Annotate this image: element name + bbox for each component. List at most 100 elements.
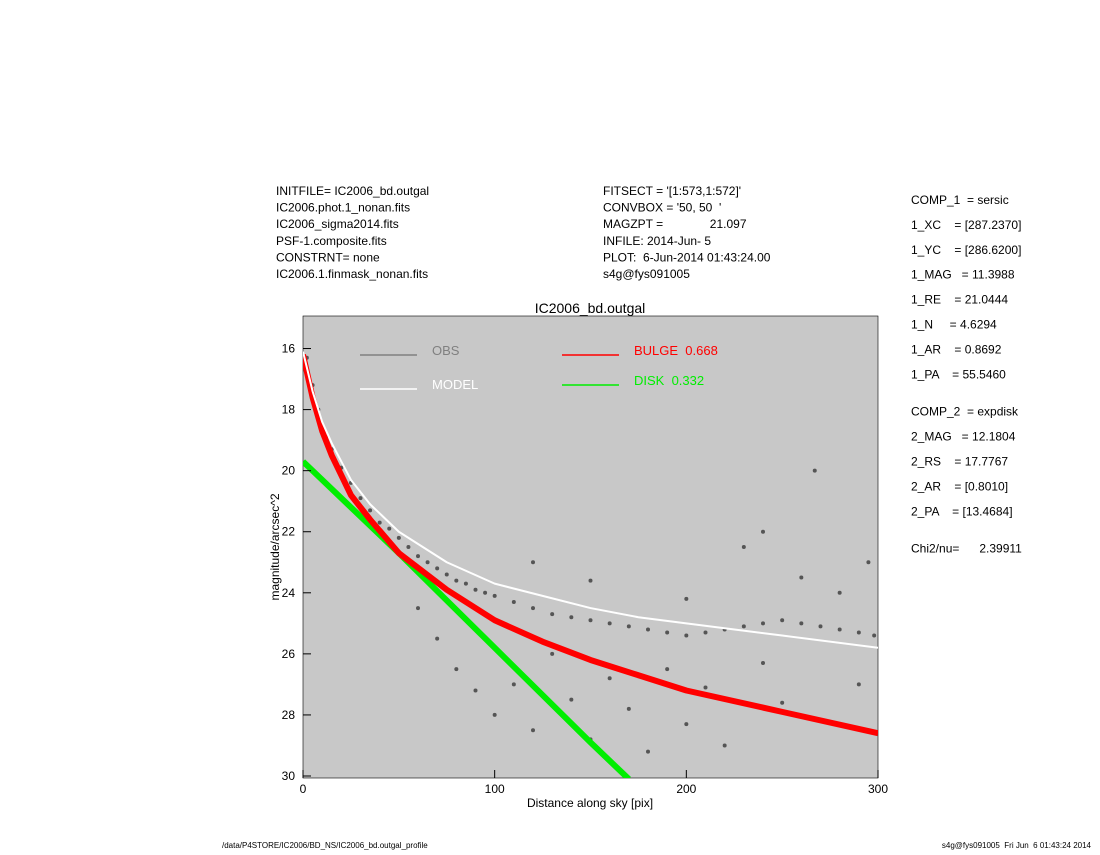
data-point (454, 578, 459, 583)
data-point (377, 520, 382, 525)
parameter-line: COMP_2 = expdisk (911, 405, 1019, 419)
header-line: FITSECT = '[1:573,1:572]' (603, 184, 741, 198)
data-point (646, 627, 650, 632)
data-point (473, 587, 478, 592)
x-tick-label: 0 (300, 782, 307, 796)
data-point (416, 606, 420, 611)
data-point (812, 468, 817, 473)
y-tick-label: 20 (282, 464, 296, 478)
data-point (511, 682, 516, 687)
data-point (588, 578, 593, 583)
y-tick-label: 24 (282, 586, 296, 600)
data-point (866, 560, 871, 565)
parameter-line: 1_YC = [286.6200] (911, 243, 1021, 257)
data-point (607, 621, 612, 626)
x-tick-label: 300 (868, 782, 888, 796)
legend-label: MODEL (432, 377, 478, 392)
data-point (550, 612, 555, 617)
data-point (684, 596, 689, 601)
data-point (856, 630, 861, 635)
header-line: s4g@fys091005 (603, 267, 690, 281)
data-point (473, 688, 478, 693)
header-line: PLOT: 6-Jun-2014 01:43:24.00 (603, 250, 771, 264)
data-point (818, 624, 823, 629)
data-point (780, 700, 785, 705)
data-point (550, 651, 555, 656)
y-tick-label: 16 (282, 342, 296, 356)
data-point (531, 560, 535, 565)
data-point (416, 554, 420, 559)
profile-line (303, 459, 631, 778)
parameter-line: 1_AR = 0.8692 (911, 342, 1002, 356)
data-point (684, 633, 689, 638)
parameter-line: 1_MAG = 11.3988 (911, 268, 1015, 282)
data-point (741, 624, 746, 629)
data-point (665, 630, 670, 635)
data-point (856, 682, 861, 687)
profile-line (303, 353, 878, 737)
y-tick-label: 18 (282, 403, 296, 417)
header-line: MAGZPT = 21.097 (603, 217, 747, 231)
data-point (665, 667, 670, 672)
header-line: PSF-1.composite.fits (276, 234, 387, 248)
chart-title: IC2006_bd.outgal (535, 300, 646, 316)
y-tick-label: 26 (282, 647, 296, 661)
data-point (722, 743, 727, 748)
data-point (425, 560, 430, 565)
data-point (761, 661, 765, 666)
header-line: IC2006_sigma2014.fits (276, 217, 399, 231)
y-tick-label: 22 (282, 525, 296, 539)
data-point (837, 590, 842, 595)
parameter-line: Chi2/nu= 2.39911 (911, 542, 1022, 556)
data-point (626, 624, 631, 629)
data-point (626, 706, 631, 711)
profile-line (303, 351, 878, 649)
data-point (368, 508, 373, 513)
data-point (492, 712, 497, 717)
header-line: CONSTRNT= none (276, 250, 380, 264)
parameter-line: 1_N = 4.6294 (911, 318, 997, 332)
parameter-line: 2_MAG = 12.1804 (911, 430, 1016, 444)
data-point (387, 526, 392, 531)
data-point (492, 593, 497, 598)
data-point (396, 535, 401, 540)
data-point (607, 676, 612, 681)
footer-right: s4g@fys091005 Fri Jun 6 01:43:24 2014 (942, 841, 1092, 850)
data-point (569, 697, 574, 702)
data-point (463, 581, 468, 586)
header-line: INITFILE= IC2006_bd.outgal (276, 184, 429, 198)
data-point (569, 615, 574, 620)
data-point (435, 566, 440, 571)
data-point (454, 667, 459, 672)
data-point (483, 590, 488, 595)
data-point (761, 529, 765, 534)
data-point (588, 618, 593, 623)
legend-label: DISK 0.332 (634, 373, 704, 388)
parameter-line: 1_XC = [287.2370] (911, 218, 1021, 232)
data-point (741, 545, 746, 549)
x-axis-label: Distance along sky [pix] (527, 796, 653, 810)
parameter-line: 1_RE = 21.0444 (911, 293, 1008, 307)
data-point (531, 606, 535, 611)
data-point (703, 685, 708, 690)
y-tick-label: 28 (282, 708, 296, 722)
header-line: INFILE: 2014-Jun- 5 (603, 234, 711, 248)
data-point (872, 633, 877, 638)
data-point (406, 545, 411, 549)
data-point (531, 728, 535, 733)
legend-label: OBS (432, 343, 460, 358)
plot-content (303, 351, 878, 778)
data-point (358, 496, 363, 501)
header-line: IC2006.phot.1_nonan.fits (276, 201, 410, 215)
data-point (435, 636, 440, 641)
data-point (761, 621, 765, 626)
data-point (780, 618, 785, 623)
legend-label: BULGE 0.668 (634, 343, 718, 358)
x-tick-label: 200 (676, 782, 696, 796)
parameter-line: 2_PA = [13.4684] (911, 504, 1013, 518)
data-point (511, 599, 516, 604)
data-point (703, 630, 708, 635)
y-tick-label: 30 (282, 769, 296, 783)
parameter-line: 1_PA = 55.5460 (911, 367, 1006, 381)
header-line: IC2006.1.finmask_nonan.fits (276, 267, 428, 281)
